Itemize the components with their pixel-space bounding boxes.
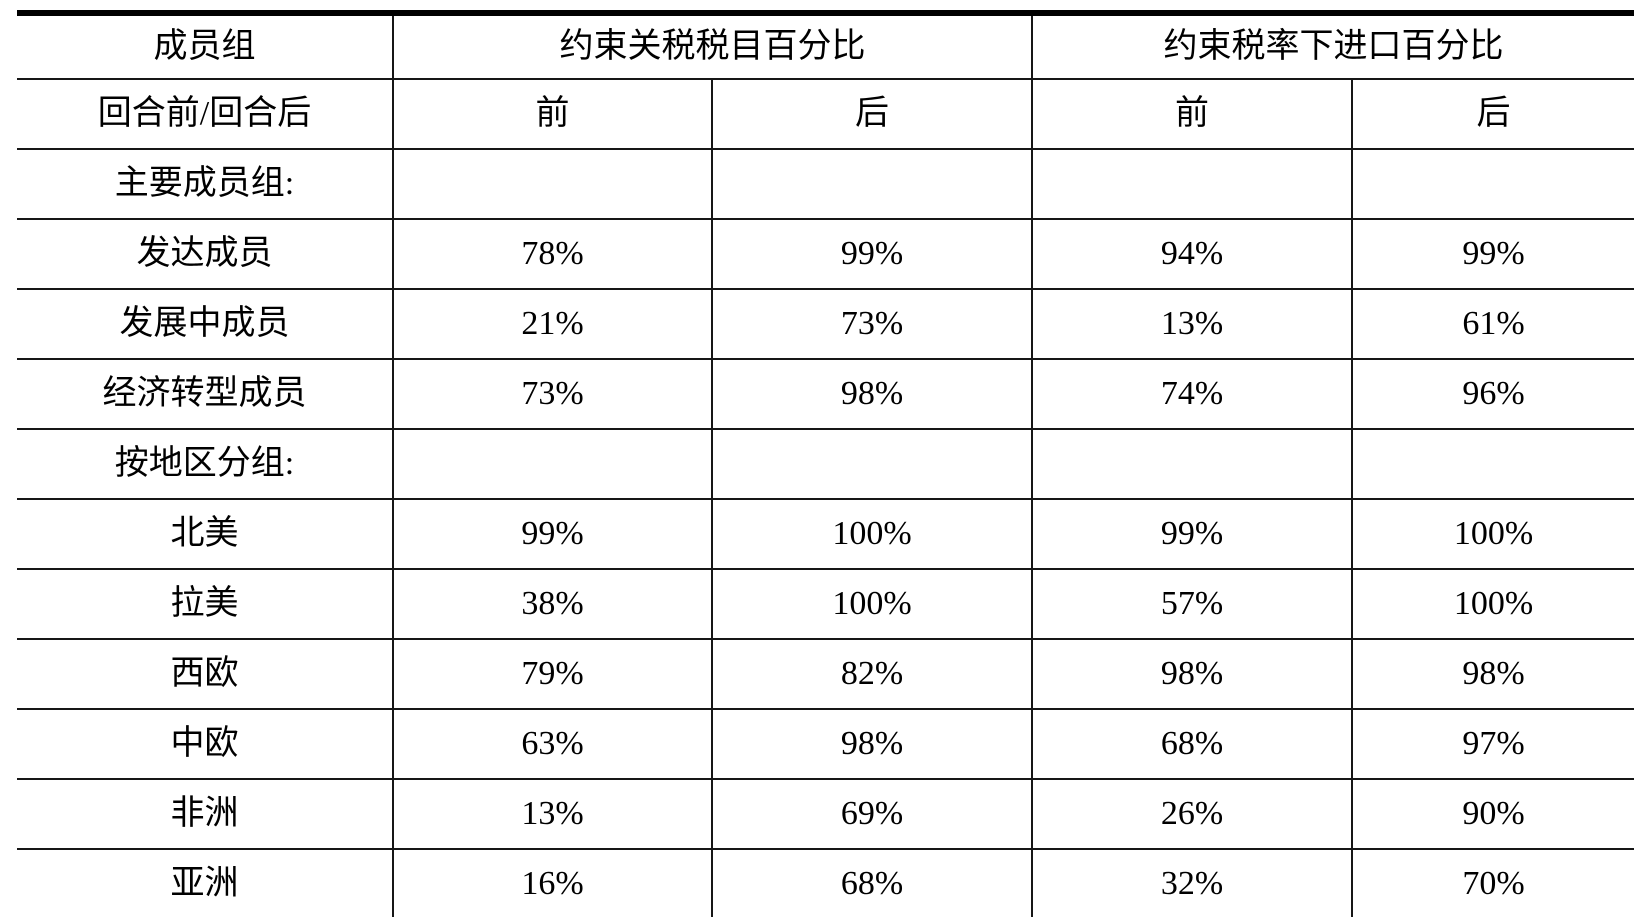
section-row: 主要成员组: (17, 148, 1634, 220)
section-row: 按地区分组: (17, 428, 1634, 500)
table-cell: 69% (711, 778, 1033, 850)
table-cell: 57% (1031, 568, 1353, 640)
row-label: 西欧 (17, 638, 394, 710)
table-row: 拉美 38% 100% 57% 100% (17, 568, 1634, 640)
header-row-groups: 成员组 约束关税税目百分比 约束税率下进口百分比 (17, 10, 1634, 80)
table-cell: 68% (711, 848, 1033, 917)
table-cell: 73% (711, 288, 1033, 360)
header-round-label: 回合前/回合后 (17, 78, 394, 150)
row-label: 经济转型成员 (17, 358, 394, 430)
table-cell: 79% (392, 638, 713, 710)
table-cell: 97% (1351, 708, 1634, 780)
row-label: 亚洲 (17, 848, 394, 917)
table-cell (392, 428, 713, 500)
row-label: 中欧 (17, 708, 394, 780)
header-pre-1: 前 (392, 78, 713, 150)
row-label: 非洲 (17, 778, 394, 850)
header-group-bound-tariff-lines: 约束关税税目百分比 (392, 10, 1033, 80)
table-cell: 21% (392, 288, 713, 360)
table-row: 亚洲 16% 68% 32% 70% (17, 848, 1634, 917)
section-label: 主要成员组: (17, 148, 394, 220)
document-page: 成员组 约束关税税目百分比 约束税率下进口百分比 回合前/回合后 前 后 前 后… (0, 10, 1644, 917)
table-row: 西欧 79% 82% 98% 98% (17, 638, 1634, 710)
table-cell (1031, 428, 1353, 500)
row-label: 发达成员 (17, 218, 394, 290)
table-cell: 98% (711, 358, 1033, 430)
table-cell: 100% (711, 568, 1033, 640)
header-post-1: 后 (711, 78, 1033, 150)
table-cell: 99% (392, 498, 713, 570)
header-post-2: 后 (1351, 78, 1634, 150)
table-cell: 63% (392, 708, 713, 780)
section-label: 按地区分组: (17, 428, 394, 500)
table-cell: 16% (392, 848, 713, 917)
table-cell: 38% (392, 568, 713, 640)
table-cell: 98% (1031, 638, 1353, 710)
table-row: 中欧 63% 98% 68% 97% (17, 708, 1634, 780)
tariff-binding-table: 成员组 约束关税税目百分比 约束税率下进口百分比 回合前/回合后 前 后 前 后… (17, 10, 1634, 917)
table-cell: 100% (1351, 498, 1634, 570)
table-cell: 99% (711, 218, 1033, 290)
table-row: 经济转型成员 73% 98% 74% 96% (17, 358, 1634, 430)
table-cell: 68% (1031, 708, 1353, 780)
table-cell: 74% (1031, 358, 1353, 430)
table-cell: 78% (392, 218, 713, 290)
row-label: 拉美 (17, 568, 394, 640)
table-row: 非洲 13% 69% 26% 90% (17, 778, 1634, 850)
table-cell: 32% (1031, 848, 1353, 917)
table-cell: 26% (1031, 778, 1353, 850)
header-member-group: 成员组 (17, 10, 394, 80)
table-row: 发展中成员 21% 73% 13% 61% (17, 288, 1634, 360)
table-cell: 100% (711, 498, 1033, 570)
header-row-pre-post: 回合前/回合后 前 后 前 后 (17, 78, 1634, 150)
table-cell: 13% (392, 778, 713, 850)
table-row: 北美 99% 100% 99% 100% (17, 498, 1634, 570)
table-cell: 13% (1031, 288, 1353, 360)
table-cell (1351, 428, 1634, 500)
header-pre-2: 前 (1031, 78, 1353, 150)
table-cell: 99% (1351, 218, 1634, 290)
table-cell: 73% (392, 358, 713, 430)
table-cell: 98% (711, 708, 1033, 780)
table-cell: 94% (1031, 218, 1353, 290)
row-label: 发展中成员 (17, 288, 394, 360)
table-cell: 100% (1351, 568, 1634, 640)
table-cell (392, 148, 713, 220)
table-cell: 61% (1351, 288, 1634, 360)
table-cell: 98% (1351, 638, 1634, 710)
table-cell: 90% (1351, 778, 1634, 850)
header-group-imports-under-bound-rates: 约束税率下进口百分比 (1031, 10, 1634, 80)
table-cell (711, 148, 1033, 220)
table-cell (1031, 148, 1353, 220)
table-cell: 70% (1351, 848, 1634, 917)
table-cell (1351, 148, 1634, 220)
table-cell: 96% (1351, 358, 1634, 430)
table-cell: 82% (711, 638, 1033, 710)
row-label: 北美 (17, 498, 394, 570)
table-row: 发达成员 78% 99% 94% 99% (17, 218, 1634, 290)
table-cell (711, 428, 1033, 500)
table-cell: 99% (1031, 498, 1353, 570)
